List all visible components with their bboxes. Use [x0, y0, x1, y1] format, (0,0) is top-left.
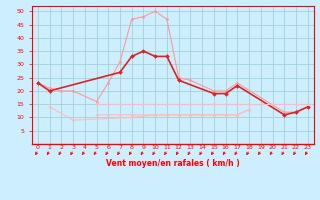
- X-axis label: Vent moyen/en rafales ( km/h ): Vent moyen/en rafales ( km/h ): [106, 159, 240, 168]
